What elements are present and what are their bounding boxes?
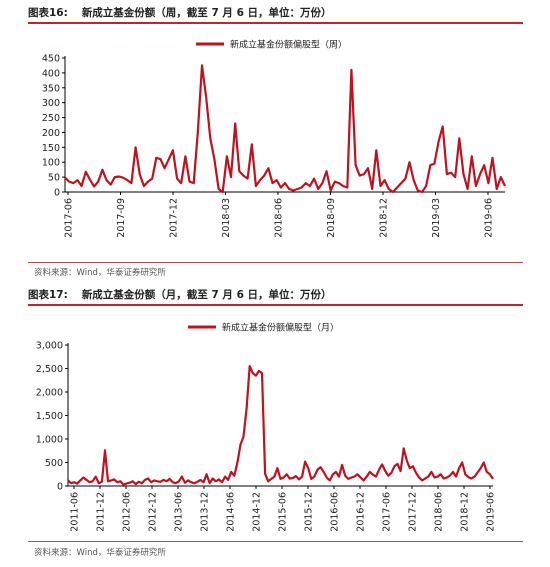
chart1-xtick-label: 2019-03 [431, 198, 442, 238]
chart1-ytick-label: 350 [42, 83, 60, 94]
chart1-series-line [64, 64, 506, 194]
figure2-source: 资料来源：Wind，华泰证券研究所 [34, 548, 166, 558]
figure1-title-text: 新成立基金份额（周，截至 7 月 6 日，单位：万份） [81, 7, 332, 19]
chart1-legend-label: 新成立基金份额偏股型（周） [230, 39, 347, 51]
figure2-bottom-rule [28, 541, 523, 542]
figure2-title: 图表17: 新成立基金份额（月，截至 7 月 6 日，单位：万份） [28, 287, 332, 302]
chart1-xtick-label: 2018-03 [221, 198, 232, 238]
chart1-xtick-label: 2017-06 [64, 198, 75, 238]
figure1-title: 图表16: 新成立基金份额（周，截至 7 月 6 日，单位：万份） [28, 5, 332, 20]
chart1-ytick-label: 250 [42, 113, 60, 124]
chart1-ytick-label: 400 [42, 68, 60, 79]
chart1-ytick-label: 0 [54, 188, 60, 199]
figure2-top-rule [28, 304, 523, 306]
chart1-xtick-label: 2019-06 [484, 198, 495, 238]
chart1-ytick-label: 100 [42, 158, 60, 169]
figure1-bottom-rule [28, 262, 523, 263]
figure1-label: 图表16: [28, 7, 68, 19]
chart1-xtick-label: 2017-12 [169, 198, 180, 238]
chart1-ytick-label: 50 [48, 173, 60, 184]
chart1-ytick-label: 150 [42, 143, 60, 154]
figure1-top-rule [28, 22, 523, 24]
chart1-ytick-label: 300 [42, 98, 60, 109]
chart1-xtick-label: 2018-09 [326, 198, 337, 238]
chart1-ytick-label: 450 [42, 54, 60, 65]
chart1-xtick-label: 2018-06 [274, 198, 285, 238]
figure2-title-text: 新成立基金份额（月，截至 7 月 6 日，单位：万份） [81, 289, 332, 301]
chart1-xtick-label: 2018-12 [379, 198, 390, 238]
figure1-source: 资料来源：Wind，华泰证券研究所 [34, 268, 166, 278]
chart1-xtick-label: 2017-09 [116, 198, 127, 238]
chart1-ytick-label: 200 [42, 128, 60, 139]
figure2-label: 图表17: [28, 289, 68, 301]
